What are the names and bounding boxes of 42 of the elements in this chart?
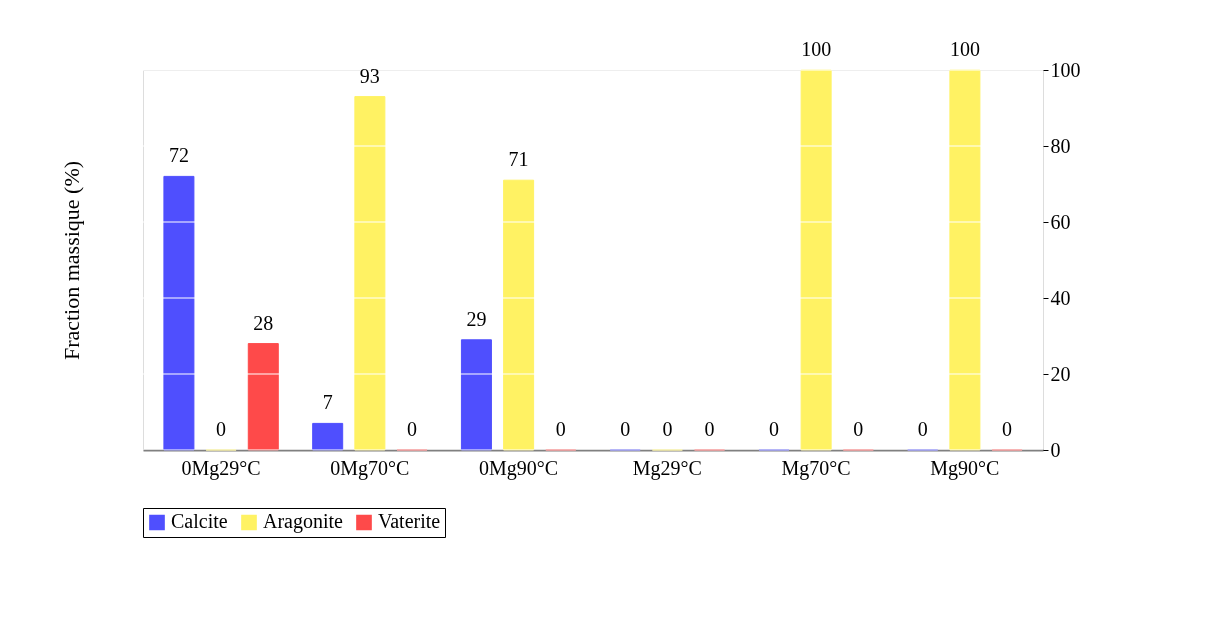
data-label: 0: [1002, 418, 1013, 440]
legend-label: Aragonite: [263, 510, 344, 534]
y-tick-label: 20: [1050, 362, 1071, 385]
legend-label: Calcite: [171, 510, 228, 533]
data-label: 0: [768, 418, 779, 440]
x-tick-label: Mg90°C: [930, 456, 1000, 480]
bar: [503, 179, 535, 451]
x-tick-label: Mg29°C: [632, 456, 702, 480]
y-tick-label: 100: [1050, 58, 1081, 81]
x-tick-label: 0Mg29°C: [181, 456, 261, 480]
y-axis-title: Fraction massique (%): [58, 160, 84, 361]
bar: [354, 96, 386, 451]
y-tick-label: 0: [1050, 438, 1061, 461]
y-tick-label: 80: [1050, 134, 1071, 157]
y-tick-label: 40: [1050, 286, 1071, 309]
data-label: 0: [620, 418, 631, 440]
bar: [163, 175, 195, 451]
y-tick-label: 60: [1050, 210, 1071, 233]
x-tick-label: 0Mg70°C: [330, 456, 410, 480]
data-label: 0: [917, 418, 928, 440]
bar: [247, 343, 279, 451]
data-label: 0: [555, 418, 566, 440]
data-label: 100: [801, 38, 832, 60]
data-label: 29: [466, 307, 487, 330]
data-label: 71: [508, 148, 529, 171]
bar: [949, 69, 981, 451]
x-tick-label: 0Mg90°C: [479, 456, 559, 480]
data-label: 0: [704, 418, 715, 440]
data-label: 0: [216, 418, 227, 440]
data-label: 7: [322, 391, 333, 414]
x-tick-label: Mg70°C: [781, 456, 851, 480]
data-label: 28: [253, 311, 274, 334]
data-label: 93: [359, 64, 380, 87]
data-label: 0: [853, 418, 864, 440]
data-label: 0: [407, 418, 418, 440]
data-label: 100: [949, 38, 980, 60]
bar: [460, 339, 492, 451]
data-label: 72: [168, 144, 189, 167]
bar: [312, 422, 344, 451]
bar: [800, 69, 832, 451]
data-label: 0: [662, 418, 673, 440]
legend-label: Vaterite: [378, 510, 441, 533]
